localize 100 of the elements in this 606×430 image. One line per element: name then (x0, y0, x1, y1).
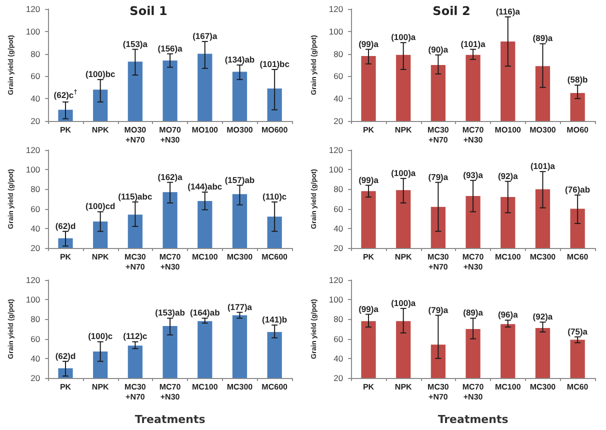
y-tick-label: 20 (30, 373, 40, 383)
annotation: (99)a (358, 38, 379, 49)
x-tick-label: MC100 (192, 382, 218, 392)
y-tick-label: 120 (26, 275, 40, 285)
y-tick-label: 40 (334, 223, 344, 234)
x-tick-label: MO100 (192, 126, 219, 134)
y-tick-label: 100 (26, 164, 40, 175)
y-tick-label: 120 (26, 4, 40, 14)
y-tick-label: 100 (26, 294, 40, 305)
x-tick-label: PK (60, 252, 72, 262)
y-tick-label: 40 (334, 353, 344, 364)
annotation: (100)bc (85, 69, 116, 80)
annotation: (100)c (88, 331, 113, 342)
x-axis-title: Treatments (134, 413, 206, 426)
y-tick-label: 40 (334, 94, 344, 104)
annotation: (156)a (158, 43, 183, 54)
chart-title: Soil 2 (432, 4, 470, 18)
x-tick-label: MO100 (494, 126, 522, 134)
x-tick-label: MC100 (494, 382, 522, 392)
x-tick-label: NPK (394, 126, 412, 134)
annotation: (89)a (532, 33, 553, 44)
x-tick-label: MO600 (261, 126, 288, 134)
y-tick-label: 20 (30, 116, 40, 126)
annotation: (144)abc (188, 182, 222, 192)
x-tick-label: MC300 (530, 252, 556, 262)
annotation: (58)b (567, 74, 588, 85)
y-tick-label: 120 (328, 145, 344, 155)
annotation: (92)a (498, 170, 518, 181)
annotation: (100)cd (85, 201, 116, 212)
annotation: (101)a (460, 38, 486, 49)
y-tick-label: 120 (328, 4, 344, 14)
x-tick-label: MO60 (566, 126, 590, 134)
y-tick-label: 80 (334, 314, 344, 324)
annotation: (167)a (192, 30, 218, 41)
y-tick-label: 60 (334, 334, 344, 344)
annotation: (100)a (391, 168, 416, 178)
y-tick-label: 40 (30, 353, 40, 364)
x-tick-label: PK (60, 126, 72, 134)
x-tick-label: NPK (92, 252, 110, 262)
y-tick-label: 80 (334, 48, 344, 59)
annotation: (164)ab (190, 308, 220, 318)
x-tick-label: MC30 +N70 (124, 252, 146, 272)
annotation: (75)a (568, 326, 588, 336)
x-tick-label: MC100 (494, 252, 522, 262)
x-tick-label: MC70 +N30 (462, 252, 484, 272)
y-tick-label: 80 (30, 184, 40, 194)
x-tick-label: MC60 (566, 252, 589, 262)
x-tick-label: PK (60, 382, 72, 392)
annotation: (115)abc (118, 191, 152, 202)
annotation: (100)a (391, 298, 416, 308)
annotation: (62)d (55, 220, 76, 231)
y-tick-label: 100 (328, 164, 344, 175)
x-tick-label: MC30 +N70 (428, 126, 450, 144)
annotation: (79)a (428, 304, 448, 315)
x-tick-label: MO300 (226, 126, 254, 134)
x-tick-label: MC300 (226, 252, 254, 262)
y-tick-label: 60 (30, 334, 40, 344)
annotation: (177)a (227, 302, 252, 312)
x-axis-title: Treatments (438, 413, 509, 426)
x-tick-label: MC70 +N30 (462, 126, 484, 144)
annotation: (90)a (428, 44, 448, 54)
annotation: (89)a (463, 308, 484, 318)
annotation: (96)a (498, 310, 518, 320)
y-tick-label: 120 (328, 275, 344, 285)
x-tick-label: MC70 +N30 (462, 382, 484, 402)
x-tick-label: MO70 +N30 (159, 126, 182, 144)
annotation: (62)d (55, 350, 76, 361)
annotation: (110)c (262, 191, 287, 202)
x-tick-label: MC300 (530, 382, 556, 392)
annotation: (162)a (158, 172, 183, 182)
annotation: (92)a (532, 312, 553, 322)
chart-title: Soil 1 (130, 4, 168, 18)
y-tick-label: 40 (30, 223, 40, 234)
x-tick-label: NPK (394, 382, 412, 392)
y-tick-label: 100 (26, 26, 40, 36)
y-tick-label: 60 (334, 71, 344, 82)
annotation: (141)b (262, 314, 288, 325)
annotation: (101)bc (260, 58, 290, 69)
x-tick-label: MC60 (566, 382, 589, 392)
annotation: (112)c (123, 331, 148, 342)
x-tick-label: MC600 (262, 252, 288, 262)
annotation: (157)ab (224, 174, 255, 185)
annotation: (99)a (358, 174, 379, 185)
annotation: (116)a (496, 6, 520, 16)
y-tick-label: 60 (30, 71, 40, 82)
y-tick-label: 60 (334, 204, 344, 214)
annotation: (99)a (358, 304, 379, 314)
x-tick-label: PK (362, 382, 374, 392)
x-tick-label: MC30 +N70 (428, 382, 450, 402)
annotation: (79)a (428, 172, 448, 182)
y-tick-label: 40 (30, 94, 40, 104)
y-tick-label: 20 (334, 373, 344, 383)
y-tick-label: 120 (26, 145, 40, 155)
y-tick-label: 80 (334, 184, 344, 194)
annotation: (76)ab (565, 184, 590, 195)
x-tick-label: MC70 +N30 (159, 252, 182, 272)
y-tick-label: 100 (328, 294, 344, 305)
annotation: (100)a (391, 32, 416, 42)
x-tick-label: MC600 (262, 382, 288, 392)
x-tick-label: NPK (92, 126, 110, 134)
